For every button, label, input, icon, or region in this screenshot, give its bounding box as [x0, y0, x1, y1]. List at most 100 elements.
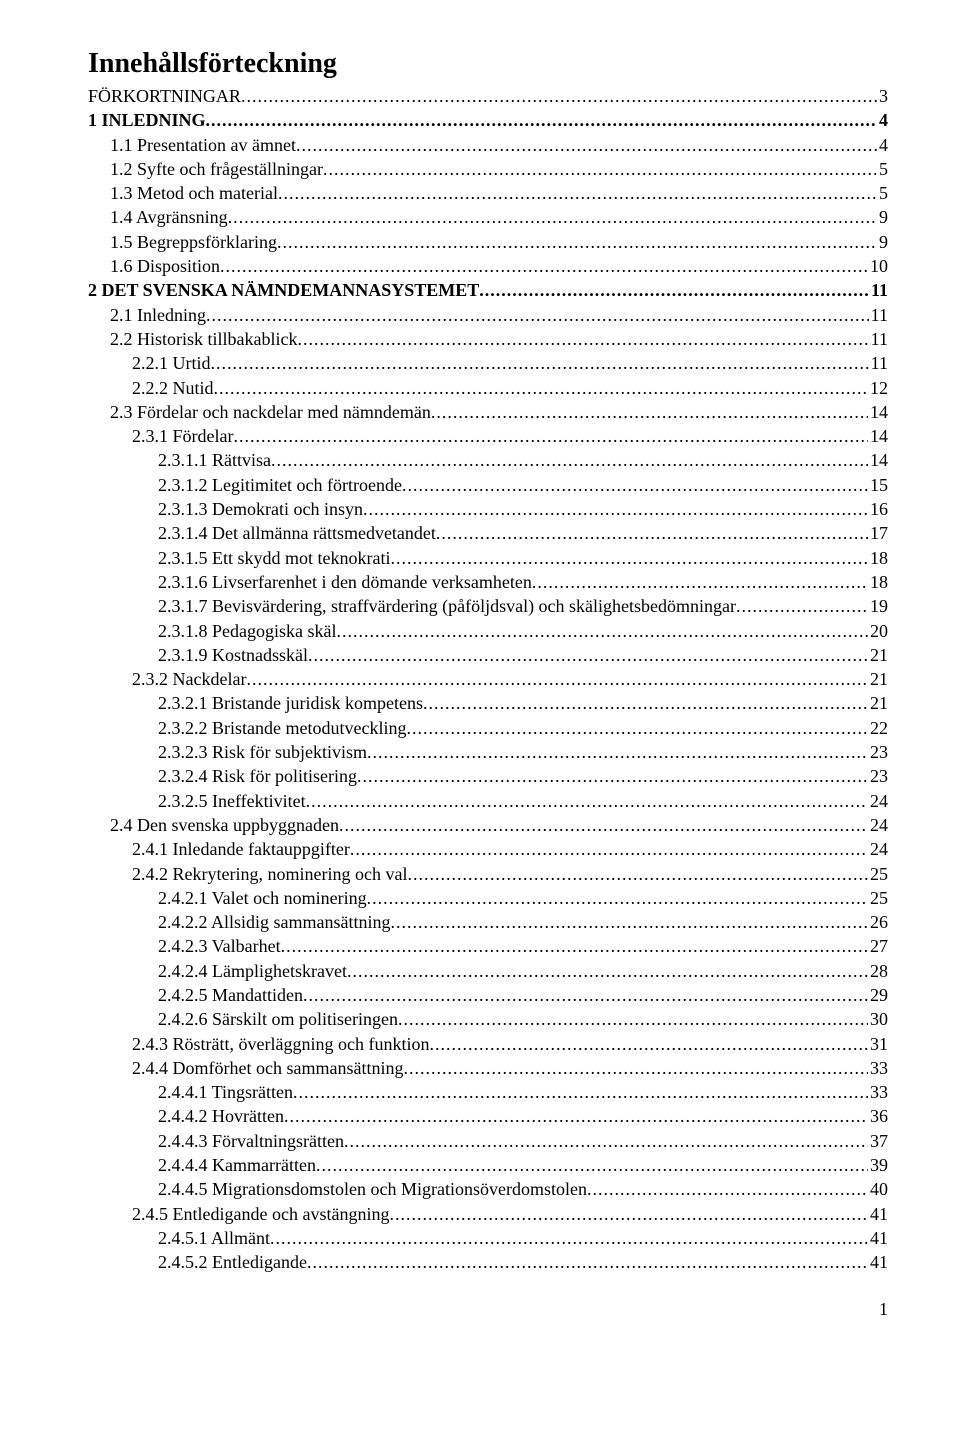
toc-leader [336, 619, 868, 643]
toc-entry-page: 19 [868, 594, 888, 618]
toc-entry-page: 21 [868, 691, 888, 715]
toc-entry-label: 2.4.4.3 Förvaltningsrätten [158, 1129, 344, 1153]
toc-entry-page: 33 [868, 1080, 888, 1104]
toc-entry-page: 41 [868, 1250, 888, 1274]
toc-entry-label: 2.4.3 Rösträtt, överläggning och funktio… [132, 1032, 429, 1056]
toc-entry: 2.3.2.4 Risk för politisering23 [88, 764, 888, 788]
toc-entry-page: 9 [877, 205, 888, 229]
toc-entry-label: 1.1 Presentation av ämnet [110, 133, 296, 157]
toc-entry-label: 2.4.2.5 Mandattiden [158, 983, 303, 1007]
toc-entry: 2.4.4.2 Hovrätten36 [88, 1104, 888, 1128]
toc-entry-label: 2.4.5.2 Entledigande [158, 1250, 307, 1274]
toc-entry: 2.4.2.2 Allsidig sammansättning26 [88, 910, 888, 934]
toc-entry-page: 12 [868, 376, 888, 400]
toc-entry-label: 2.4.4.5 Migrationsdomstolen och Migratio… [158, 1177, 587, 1201]
toc-entry-page: 4 [877, 108, 888, 132]
toc-entry-page: 18 [868, 546, 888, 570]
toc-entry-page: 33 [868, 1056, 888, 1080]
toc-leader [246, 667, 868, 691]
toc-leader [479, 278, 869, 302]
toc-entry: 2.3.2.3 Risk för subjektivism23 [88, 740, 888, 764]
toc-entry: 1 INLEDNING 4 [88, 108, 888, 132]
toc-entry-label: 1 INLEDNING [88, 108, 206, 132]
toc-entry-page: 40 [868, 1177, 888, 1201]
toc-entry-label: 2.4.4.1 Tingsrätten [158, 1080, 293, 1104]
toc-entry-label: 2.4 Den svenska uppbyggnaden [110, 813, 339, 837]
toc-leader [323, 157, 877, 181]
toc-entry-label: 2.4.4.2 Hovrätten [158, 1104, 284, 1128]
toc-leader [293, 1080, 868, 1104]
toc-entry-page: 41 [868, 1226, 888, 1250]
toc-entry-label: 2.4.2 Rekrytering, nominering och val [132, 862, 407, 886]
toc-entry: 2.3.1.5 Ett skydd mot teknokrati18 [88, 546, 888, 570]
toc-entry-label: 2.3.2.1 Bristande juridisk kompetens [158, 691, 423, 715]
toc-entry: 2.3.1.9 Kostnadsskäl21 [88, 643, 888, 667]
toc-entry-label: 1.2 Syfte och frågeställningar [110, 157, 323, 181]
toc-leader [308, 643, 868, 667]
toc-leader [406, 716, 868, 740]
toc-leader [407, 862, 868, 886]
toc-entry-label: 2.4.2.6 Särskilt om politiseringen [158, 1007, 398, 1031]
toc-entry: 2.1 Inledning 11 [88, 303, 888, 327]
toc-entry-page: 24 [868, 789, 888, 813]
toc-leader [284, 1104, 868, 1128]
toc-entry: 1.6 Disposition10 [88, 254, 888, 278]
toc-entry-page: 11 [869, 327, 888, 351]
toc-leader [389, 1202, 868, 1226]
toc-entry: 2.4.2 Rekrytering, nominering och val 25 [88, 862, 888, 886]
toc-leader [278, 181, 877, 205]
toc-entry: 2.4.4.5 Migrationsdomstolen och Migratio… [88, 1177, 888, 1201]
toc-entry: 2.4.2.3 Valbarhet27 [88, 934, 888, 958]
toc-leader [339, 813, 868, 837]
toc-leader [391, 910, 869, 934]
toc-entry-label: 2.4.2.2 Allsidig sammansättning [158, 910, 391, 934]
toc-title: Innehållsförteckning [88, 48, 888, 80]
toc-leader [587, 1177, 868, 1201]
toc-leader [344, 1129, 868, 1153]
page-number: 1 [88, 1299, 888, 1320]
toc-leader [297, 327, 868, 351]
toc-leader [206, 108, 877, 132]
toc-entry-label: 2.3.1.4 Det allmänna rättsmedvetandet [158, 521, 436, 545]
toc-entry-page: 11 [869, 303, 888, 327]
toc-entry: 2.4.2.5 Mandattiden29 [88, 983, 888, 1007]
toc-leader [367, 886, 868, 910]
toc-container: FÖRKORTNINGAR3 1 INLEDNING4 1.1 Presenta… [88, 84, 888, 1275]
toc-leader [532, 570, 868, 594]
toc-entry-label: 2.2.2 Nutid [132, 376, 214, 400]
toc-entry: 2.3.1.1 Rättvisa14 [88, 448, 888, 472]
toc-entry-label: 2.4.5.1 Allmänt [158, 1226, 270, 1250]
toc-entry-page: 5 [877, 157, 888, 181]
toc-leader [316, 1153, 868, 1177]
toc-entry-label: 2.3.1.9 Kostnadsskäl [158, 643, 308, 667]
toc-entry-page: 11 [869, 351, 888, 375]
document-page: Innehållsförteckning FÖRKORTNINGAR3 1 IN… [0, 0, 960, 1360]
toc-entry-page: 30 [868, 1007, 888, 1031]
toc-leader [220, 254, 868, 278]
toc-entry: 2.4.4.1 Tingsrätten 33 [88, 1080, 888, 1104]
toc-entry-page: 22 [868, 716, 888, 740]
toc-entry-page: 25 [868, 862, 888, 886]
toc-entry-label: 2.2 Historisk tillbakablick [110, 327, 297, 351]
toc-entry: 2.4.4.3 Förvaltningsrätten37 [88, 1129, 888, 1153]
toc-entry-page: 25 [868, 886, 888, 910]
toc-entry-label: 2.1 Inledning [110, 303, 206, 327]
toc-entry-page: 24 [868, 837, 888, 861]
toc-leader [233, 424, 868, 448]
toc-entry-page: 3 [877, 84, 888, 108]
toc-entry: 2.4.4.4 Kammarrätten39 [88, 1153, 888, 1177]
toc-entry-label: 2.4.1 Inledande faktauppgifter [132, 837, 350, 861]
toc-entry-page: 9 [877, 230, 888, 254]
toc-entry-page: 39 [868, 1153, 888, 1177]
toc-leader [277, 230, 877, 254]
toc-entry: 2.2 Historisk tillbakablick 11 [88, 327, 888, 351]
toc-leader [436, 521, 868, 545]
toc-entry: 2.4.2.6 Särskilt om politiseringen 30 [88, 1007, 888, 1031]
toc-entry: 2.4.3 Rösträtt, överläggning och funktio… [88, 1032, 888, 1056]
toc-leader [390, 546, 868, 570]
toc-entry: 1.1 Presentation av ämnet4 [88, 133, 888, 157]
toc-entry-page: 17 [868, 521, 888, 545]
toc-entry: 2.2.1 Urtid11 [88, 351, 888, 375]
toc-entry: 2.4.4 Domförhet och sammansättning33 [88, 1056, 888, 1080]
toc-entry: 1.5 Begreppsförklaring9 [88, 230, 888, 254]
